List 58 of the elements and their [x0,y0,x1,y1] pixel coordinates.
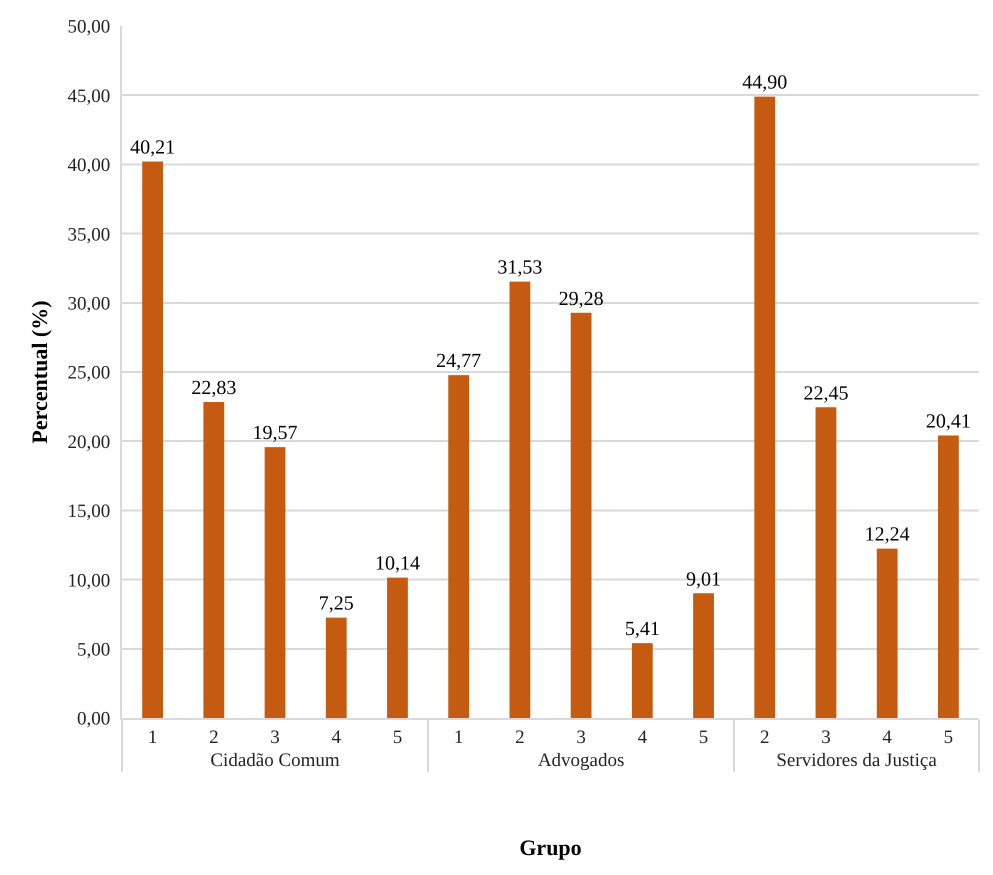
x-tick-label: 2 [515,726,525,748]
y-tick-label: 30,00 [67,293,110,314]
bar [326,618,347,718]
data-label: 44,90 [742,72,788,94]
bar [570,312,592,718]
bar [816,407,836,718]
data-label: 12,24 [864,524,910,546]
y-tick-label: 40,00 [67,155,110,176]
y-tick-label: 50,00 [67,16,110,38]
y-tick-label: 15,00 [67,501,110,522]
x-tick-label: 2 [760,726,770,748]
bar [387,578,408,718]
bar [632,643,653,718]
bar [448,375,470,718]
y-tick-label: 45,00 [67,86,110,107]
data-label: 22,83 [191,377,236,400]
y-tick-label: 5,00 [76,639,110,660]
x-tick-label: 5 [392,726,402,748]
x-tick-label: 2 [209,726,219,748]
data-label: 5,41 [624,618,660,640]
x-tick-label: 4 [882,726,892,748]
series-label: Cidadão Comum [210,750,340,771]
bar [264,447,286,718]
y-tick-label: 0,00 [76,708,110,730]
series-label: Advogados [538,750,624,771]
x-tick-label: 3 [821,726,831,748]
x-tick-label: 4 [638,726,648,748]
data-label: 24,77 [436,350,482,372]
bar [876,548,898,718]
data-label: 19,57 [252,422,298,444]
data-label: 20,41 [926,410,971,433]
bar [693,593,714,718]
bar [938,436,959,718]
bar [509,282,530,718]
data-label: 7,25 [318,592,354,615]
y-tick-label: 35,00 [67,224,110,246]
series-label: Servidores da Justiça [776,750,938,771]
y-tick-label: 25,00 [67,362,110,384]
x-tick-label: 1 [454,726,464,748]
x-tick-label: 5 [944,726,954,748]
y-tick-label: 10,00 [67,570,110,592]
y-tick-label: 20,00 [67,432,110,453]
data-label: 9,01 [686,568,722,590]
data-label: 10,14 [374,552,420,575]
x-axis-title: Grupo [519,835,582,860]
bar [203,402,224,718]
bar [142,161,164,718]
y-axis-title: Percentual (%) [26,300,52,444]
data-label: 29,28 [558,288,604,310]
x-tick-label: 3 [270,726,280,748]
bar [754,96,776,718]
data-label: 40,21 [130,136,176,158]
data-label: 31,53 [497,256,542,279]
x-tick-label: 5 [698,726,708,748]
x-tick-label: 3 [576,726,586,748]
x-tick-label: 1 [148,726,158,748]
x-tick-label: 4 [332,726,342,748]
data-label: 22,45 [803,382,848,404]
